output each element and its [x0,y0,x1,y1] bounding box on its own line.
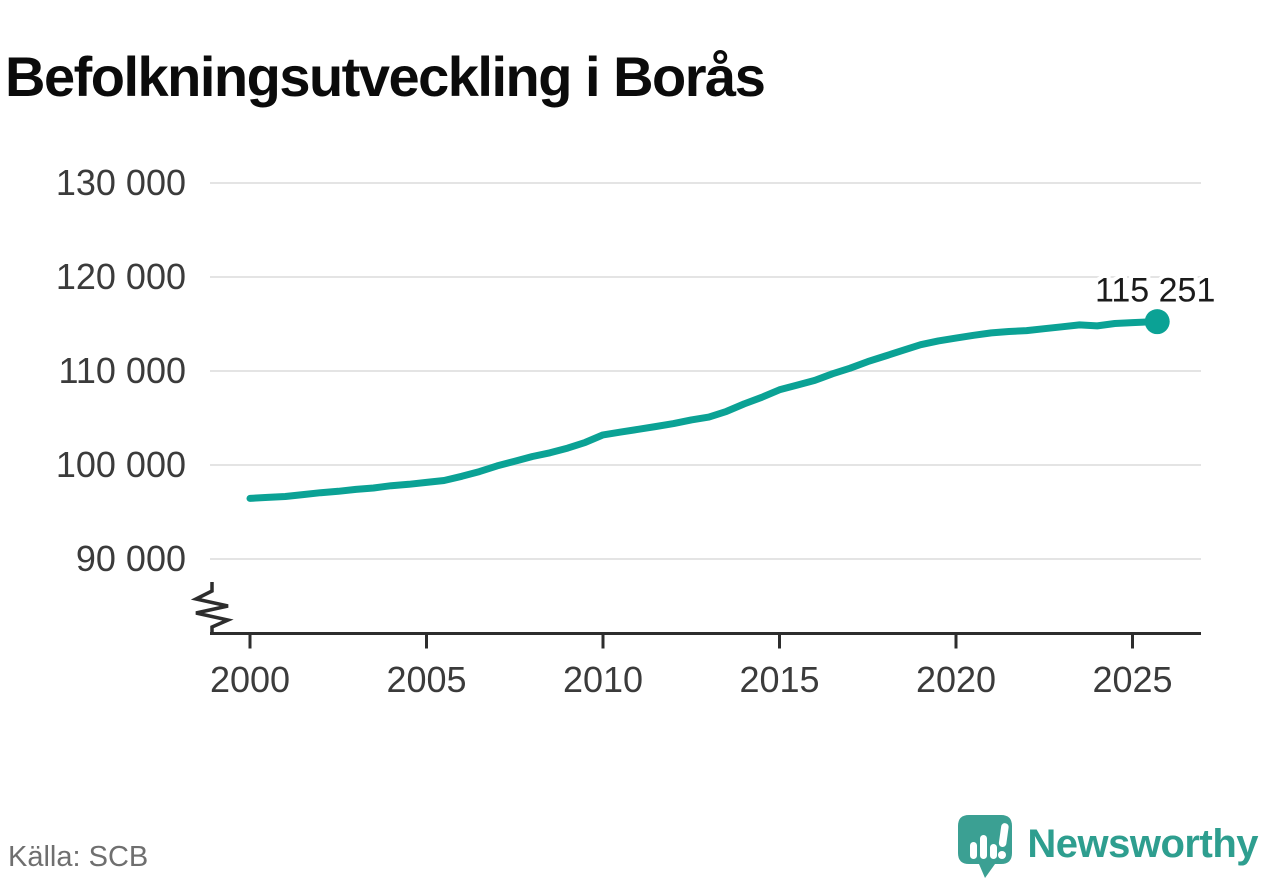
y-axis-tick-label: 130 000 [56,162,186,203]
x-axis-tick-label: 2020 [916,659,996,700]
brand-footer: Newsworthy [957,814,1258,879]
y-axis-tick-label: 120 000 [56,256,186,297]
source-note: Källa: SCB [8,841,149,873]
latest-value-label: 115 251 [1095,272,1215,310]
page-title: Befolkningsutveckling i Borås [5,44,766,108]
population-line-series [246,318,1161,502]
x-axis-tick-label: 2010 [563,659,643,700]
logo-bar-1 [970,842,978,859]
logo-exclamation-bar [999,823,1010,848]
logo-bar-3 [990,844,998,859]
latest-value-dot [1144,309,1170,335]
x-axis-tick-label: 2015 [739,659,819,700]
axis-break-icon [190,582,234,633]
logo-exclamation-dot [998,851,1007,859]
logo-bar-2 [980,835,988,859]
x-axis-tick-label: 2005 [386,659,466,700]
newsworthy-logo-icon [958,815,1013,878]
brand-name: Newsworthy [1027,822,1258,866]
y-axis-tick-label: 90 000 [76,538,186,579]
y-axis-tick-label: 100 000 [56,444,186,485]
x-axis-tick-label: 2025 [1092,659,1172,700]
y-axis-tick-label: 110 000 [59,350,186,391]
x-axis-tick-label: 2000 [210,659,290,700]
